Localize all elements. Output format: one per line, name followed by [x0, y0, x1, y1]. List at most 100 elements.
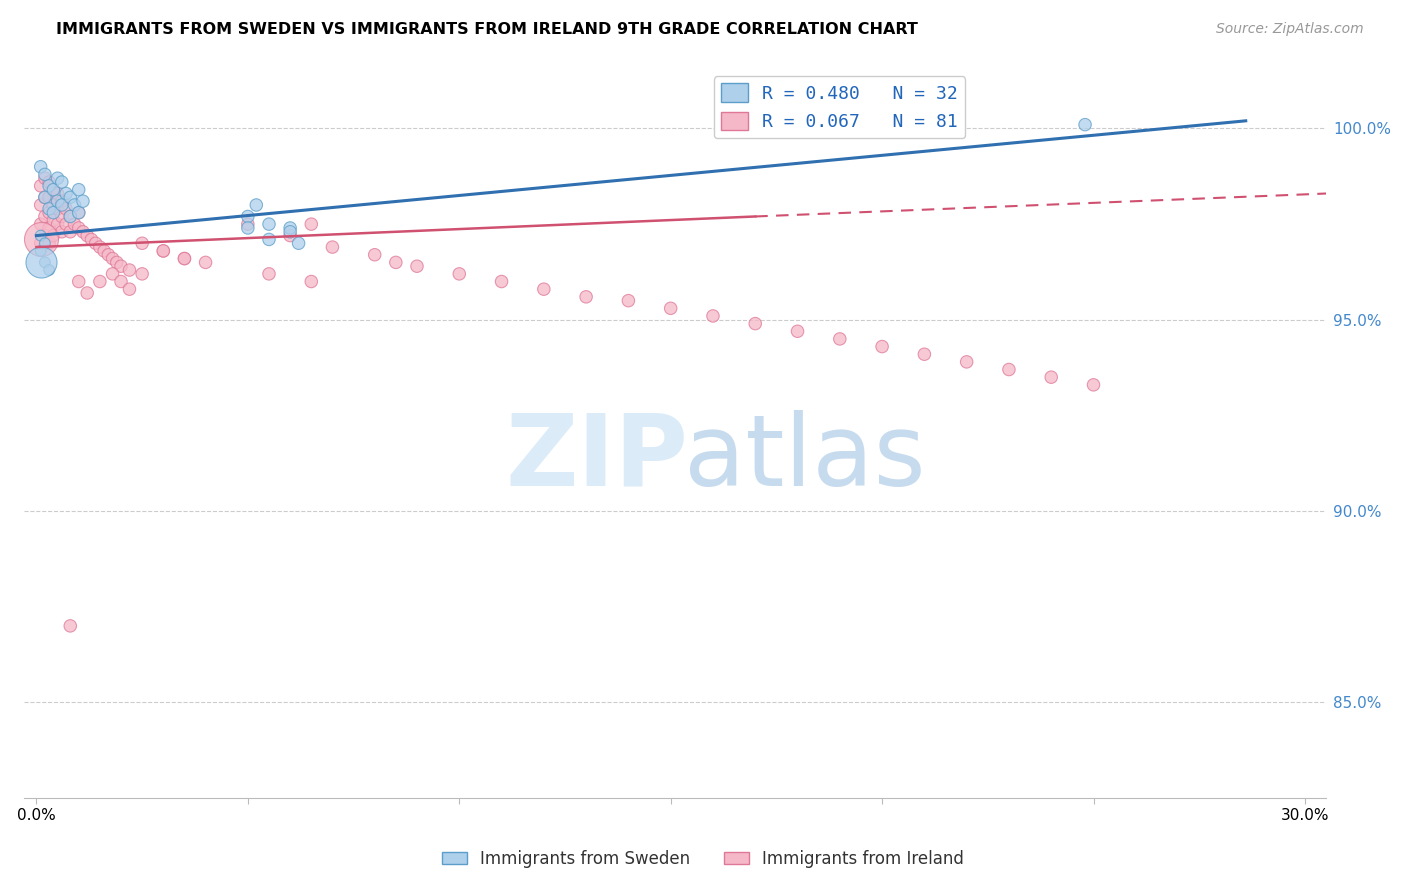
Point [828, 332, 851, 346]
Point [101, 267, 124, 281]
Point [236, 221, 259, 235]
Point [702, 309, 724, 323]
Point [118, 282, 141, 296]
Text: IMMIGRANTS FROM SWEDEN VS IMMIGRANTS FROM IRELAND 9TH GRADE CORRELATION CHART: IMMIGRANTS FROM SWEDEN VS IMMIGRANTS FRO… [56, 22, 918, 37]
Point [299, 275, 322, 289]
Point [278, 221, 301, 235]
Point [34, 255, 56, 269]
Legend: R = 0.480   N = 32, R = 0.067   N = 81: R = 0.480 N = 32, R = 0.067 N = 81 [714, 76, 966, 138]
Point [76, 285, 98, 300]
Point [257, 232, 280, 246]
Point [42, 183, 65, 197]
Point [364, 248, 387, 262]
Point [38, 175, 60, 189]
Point [912, 347, 935, 361]
Point [51, 194, 73, 209]
Point [38, 202, 60, 216]
Point [131, 236, 153, 251]
Text: Source: ZipAtlas.com: Source: ZipAtlas.com [1216, 22, 1364, 37]
Point [385, 255, 408, 269]
Point [34, 210, 56, 224]
Point [46, 217, 69, 231]
Point [67, 275, 90, 289]
Point [575, 290, 598, 304]
Point [63, 217, 86, 231]
Point [42, 205, 65, 219]
Point [744, 317, 766, 331]
Point [55, 202, 77, 216]
Point [1083, 377, 1105, 392]
Point [194, 255, 217, 269]
Point [34, 190, 56, 204]
Point [72, 194, 94, 209]
Point [870, 340, 893, 354]
Point [84, 236, 107, 251]
Point [617, 293, 640, 308]
Point [287, 236, 309, 251]
Point [67, 183, 90, 197]
Point [245, 198, 267, 212]
Point [89, 240, 111, 254]
Point [278, 228, 301, 243]
Point [59, 210, 82, 224]
Point [42, 183, 65, 197]
Point [42, 228, 65, 243]
Point [173, 252, 195, 266]
Point [46, 186, 69, 201]
Point [173, 252, 195, 266]
Point [38, 190, 60, 204]
Point [34, 190, 56, 204]
Point [34, 228, 56, 243]
Point [63, 198, 86, 212]
Point [299, 217, 322, 231]
Point [236, 210, 259, 224]
Point [55, 217, 77, 231]
Point [998, 362, 1021, 376]
Point [30, 217, 52, 231]
Point [110, 275, 132, 289]
Point [659, 301, 682, 316]
Point [51, 225, 73, 239]
Point [89, 275, 111, 289]
Point [51, 198, 73, 212]
Point [30, 160, 52, 174]
Point [93, 244, 115, 258]
Point [152, 244, 174, 258]
Point [30, 178, 52, 193]
Point [34, 236, 56, 251]
Point [80, 232, 103, 246]
Point [30, 236, 52, 251]
Point [46, 171, 69, 186]
Point [278, 225, 301, 239]
Point [46, 202, 69, 216]
Point [30, 244, 52, 258]
Point [491, 275, 513, 289]
Point [406, 259, 429, 273]
Point [97, 248, 120, 262]
Point [257, 217, 280, 231]
Point [72, 225, 94, 239]
Text: atlas: atlas [685, 409, 927, 507]
Point [67, 221, 90, 235]
Point [38, 263, 60, 277]
Point [1074, 118, 1097, 132]
Point [30, 255, 52, 269]
Point [786, 324, 808, 338]
Point [30, 232, 52, 246]
Point [38, 205, 60, 219]
Point [533, 282, 555, 296]
Point [51, 175, 73, 189]
Point [956, 355, 979, 369]
Point [67, 205, 90, 219]
Point [236, 217, 259, 231]
Point [449, 267, 471, 281]
Point [257, 267, 280, 281]
Point [30, 228, 52, 243]
Point [59, 619, 82, 633]
Point [110, 259, 132, 273]
Point [30, 198, 52, 212]
Point [59, 190, 82, 204]
Point [38, 178, 60, 193]
Point [131, 267, 153, 281]
Point [34, 171, 56, 186]
